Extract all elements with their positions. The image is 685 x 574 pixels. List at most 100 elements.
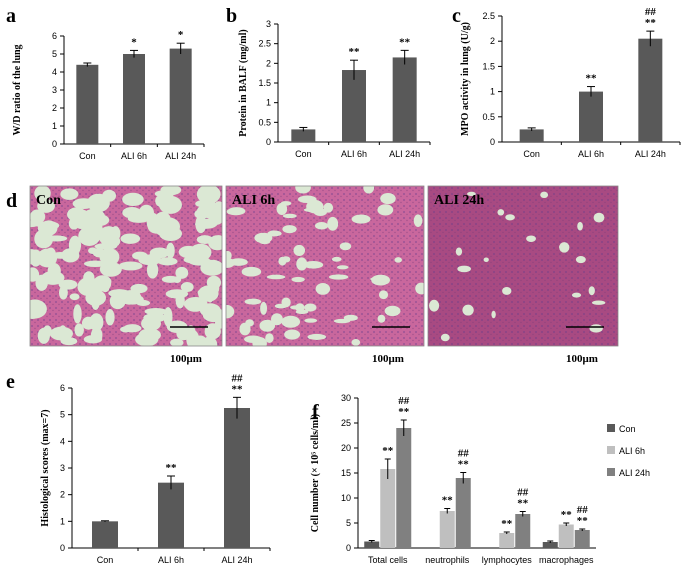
alveolus: [462, 304, 474, 316]
alveolus: [589, 324, 603, 333]
histology-image-severe: [428, 186, 618, 346]
alveolus: [244, 298, 262, 305]
alveolus: [577, 221, 583, 231]
alveolus: [175, 266, 189, 279]
y-tick-label: 5: [346, 518, 351, 528]
alveolus: [351, 214, 371, 224]
bar-ali-24h: [455, 478, 471, 548]
bar-ali-6h: [558, 524, 574, 548]
alveolus: [428, 299, 440, 312]
alveolus: [226, 250, 232, 261]
alveolus: [303, 261, 324, 269]
alveolus: [196, 186, 221, 204]
x-tick-label: Con: [97, 555, 114, 565]
y-tick-label: 2: [490, 36, 495, 46]
alveolus: [186, 325, 196, 342]
alveolus: [415, 282, 424, 295]
panel-letter-d: d: [6, 190, 17, 212]
y-tick-label: 2: [60, 490, 65, 500]
alveolus: [377, 204, 394, 216]
bar-con: [76, 64, 99, 144]
y-tick-label: 15: [341, 468, 351, 478]
alveolus: [185, 300, 205, 312]
alveolus: [467, 191, 476, 197]
alveolus: [268, 230, 278, 237]
alveolus: [526, 235, 536, 242]
chart-b: 0 0.5 1 1.5 2 2.5 3 Protein in BALF (mg/ml) Con A…: [238, 19, 431, 159]
alveolus: [122, 192, 144, 207]
x-tick-label: ALI 24h: [221, 555, 252, 565]
alveolus: [260, 301, 268, 315]
nuclei-texture: [428, 186, 618, 346]
significance-hash: ##: [398, 395, 410, 407]
legend-label: ALI 24h: [619, 468, 650, 478]
alveolus: [136, 299, 151, 307]
alveolus: [154, 221, 169, 236]
image-border: [29, 185, 223, 347]
alveolus: [276, 202, 288, 216]
bar-con: [519, 129, 544, 142]
alveolus: [72, 198, 95, 210]
y-tick-label: 0: [52, 139, 57, 149]
alveolus: [304, 303, 317, 312]
bar-ali-6h: [123, 54, 145, 144]
alveolus: [196, 203, 221, 219]
alveolus: [183, 256, 201, 264]
legend-swatch: [607, 468, 615, 476]
alveolus: [43, 325, 52, 338]
significance-star: **: [398, 406, 410, 418]
alveolus: [37, 199, 55, 213]
panel-letter-a: a: [6, 5, 16, 27]
alveolus: [206, 286, 215, 303]
legend-label: Con: [619, 424, 636, 434]
alveolus: [497, 209, 505, 216]
histology-image-mild: [226, 186, 424, 346]
alveolus: [129, 289, 140, 298]
alveolus: [239, 322, 251, 336]
y-tick-label: 2: [52, 103, 57, 113]
significance-star: **: [232, 383, 244, 395]
alveolus: [34, 186, 51, 202]
x-tick-label: ALI 24h: [165, 151, 196, 161]
alveolus: [455, 247, 463, 256]
y-tick-label: 0: [266, 137, 271, 147]
significance-star: **: [399, 36, 411, 48]
alveolus: [457, 265, 471, 273]
image-border: [225, 185, 425, 347]
alveolus: [226, 304, 235, 319]
x-tick-label: ALI 6h: [121, 151, 147, 161]
alveolus: [281, 256, 291, 263]
alveolus: [281, 297, 291, 308]
x-tick-label: ALI 24h: [389, 149, 420, 159]
y-tick-label: 3: [52, 85, 57, 95]
alveolus: [377, 314, 386, 323]
alveolus: [571, 292, 582, 298]
bar-ali-6h: [342, 70, 366, 142]
significance-hash: ##: [517, 487, 529, 499]
alveolus: [170, 338, 184, 346]
y-tick-label: 3: [60, 463, 65, 473]
alveolus: [297, 195, 317, 204]
alveolus: [71, 237, 81, 251]
alveolus: [161, 275, 180, 283]
alveolus: [90, 327, 103, 343]
y-tick-label: 1: [60, 516, 65, 526]
alveolus: [158, 195, 182, 214]
alveolus: [88, 247, 98, 255]
alveolus: [295, 186, 311, 194]
y-tick-label: 30: [341, 393, 351, 403]
alveolus: [254, 232, 273, 244]
alveolus: [502, 286, 512, 295]
scale-label: 100μm: [566, 353, 598, 365]
alveolus: [74, 323, 84, 337]
alveolus: [202, 307, 222, 323]
y-tick-label: 2.5: [258, 39, 271, 49]
y-tick-label: 1: [52, 121, 57, 131]
alveolus: [36, 248, 58, 268]
significance-star: **: [645, 17, 657, 29]
alveolus: [591, 300, 606, 305]
significance-hash: ##: [577, 504, 589, 516]
alveolus: [200, 259, 222, 276]
